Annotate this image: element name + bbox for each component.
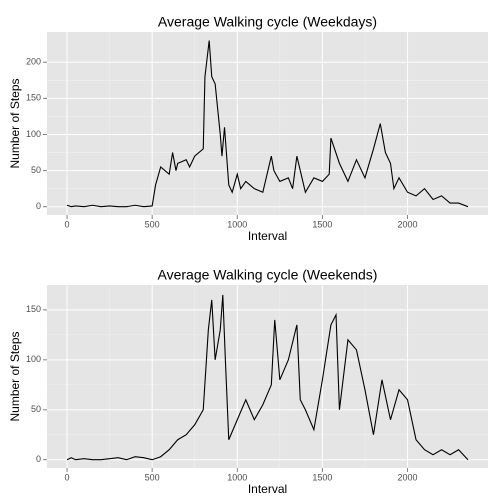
y-tick-label: 50 — [31, 404, 41, 414]
x-tick-label: 500 — [145, 219, 160, 229]
x-tick-label: 1500 — [312, 219, 332, 229]
y-tick-label: 100 — [26, 354, 41, 364]
y-axis-title: Number of Steps — [8, 331, 22, 421]
x-tick-label: 1000 — [227, 219, 247, 229]
y-tick-label: 50 — [31, 165, 41, 175]
x-tick-label: 2000 — [398, 472, 418, 482]
panel-background — [47, 32, 488, 215]
y-tick-label: 0 — [36, 454, 41, 464]
x-tick-label: 1500 — [312, 472, 332, 482]
y-tick-label: 100 — [26, 129, 41, 139]
x-tick-label: 0 — [65, 219, 70, 229]
y-tick-label: 150 — [26, 93, 41, 103]
y-axis-title: Number of Steps — [8, 78, 22, 168]
x-tick-label: 1000 — [227, 472, 247, 482]
chart-title: Average Walking cycle (Weekdays) — [158, 14, 377, 30]
x-tick-label: 2000 — [398, 219, 418, 229]
x-axis-title: Interval — [248, 229, 287, 243]
x-tick-label: 500 — [145, 472, 160, 482]
data-line — [66, 294, 469, 461]
data-line — [66, 40, 469, 208]
y-tick-label: 200 — [26, 57, 41, 67]
y-tick-label: 150 — [26, 304, 41, 314]
x-tick-label: 0 — [65, 472, 70, 482]
y-tick-label: 0 — [36, 201, 41, 211]
x-axis-title: Interval — [248, 482, 287, 496]
chart-title: Average Walking cycle (Weekends) — [158, 267, 378, 283]
panel-background — [47, 285, 488, 468]
